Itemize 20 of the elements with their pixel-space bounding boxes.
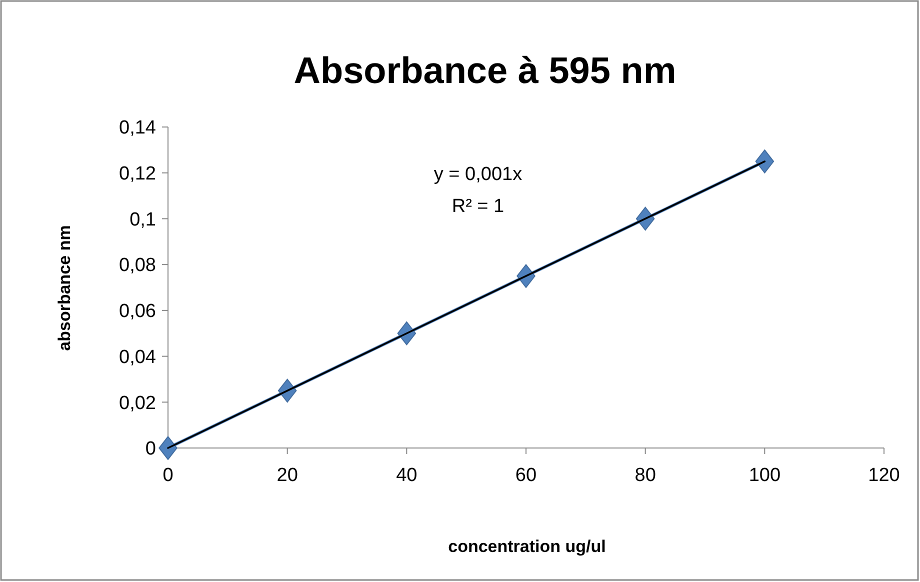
y-axis-title: absorbance nm (55, 225, 74, 351)
chart-title: Absorbance à 595 nm (294, 50, 676, 91)
y-tick-label: 0 (145, 438, 156, 460)
y-tick-label: 0,1 (130, 209, 156, 230)
y-tick-label: 0,02 (119, 392, 156, 414)
y-tick-label: 0,14 (119, 118, 156, 139)
x-tick-label: 80 (634, 465, 656, 486)
y-tick-label: 0,04 (119, 346, 156, 368)
x-axis-title: concentration ug/ul (448, 537, 606, 556)
x-tick-label: 120 (868, 465, 900, 486)
x-tick-label: 40 (396, 465, 418, 486)
y-tick-label: 0,12 (119, 164, 156, 185)
x-tick-label: 0 (162, 465, 174, 486)
x-tick-label: 20 (276, 465, 298, 486)
y-tick-label: 0,08 (119, 255, 156, 276)
annotation: y = 0,001x (434, 164, 523, 185)
y-tick-label: 0,06 (119, 301, 156, 322)
x-tick-label: 100 (748, 465, 781, 486)
annotation: R² = 1 (452, 196, 504, 217)
x-tick-label: 60 (515, 465, 537, 486)
